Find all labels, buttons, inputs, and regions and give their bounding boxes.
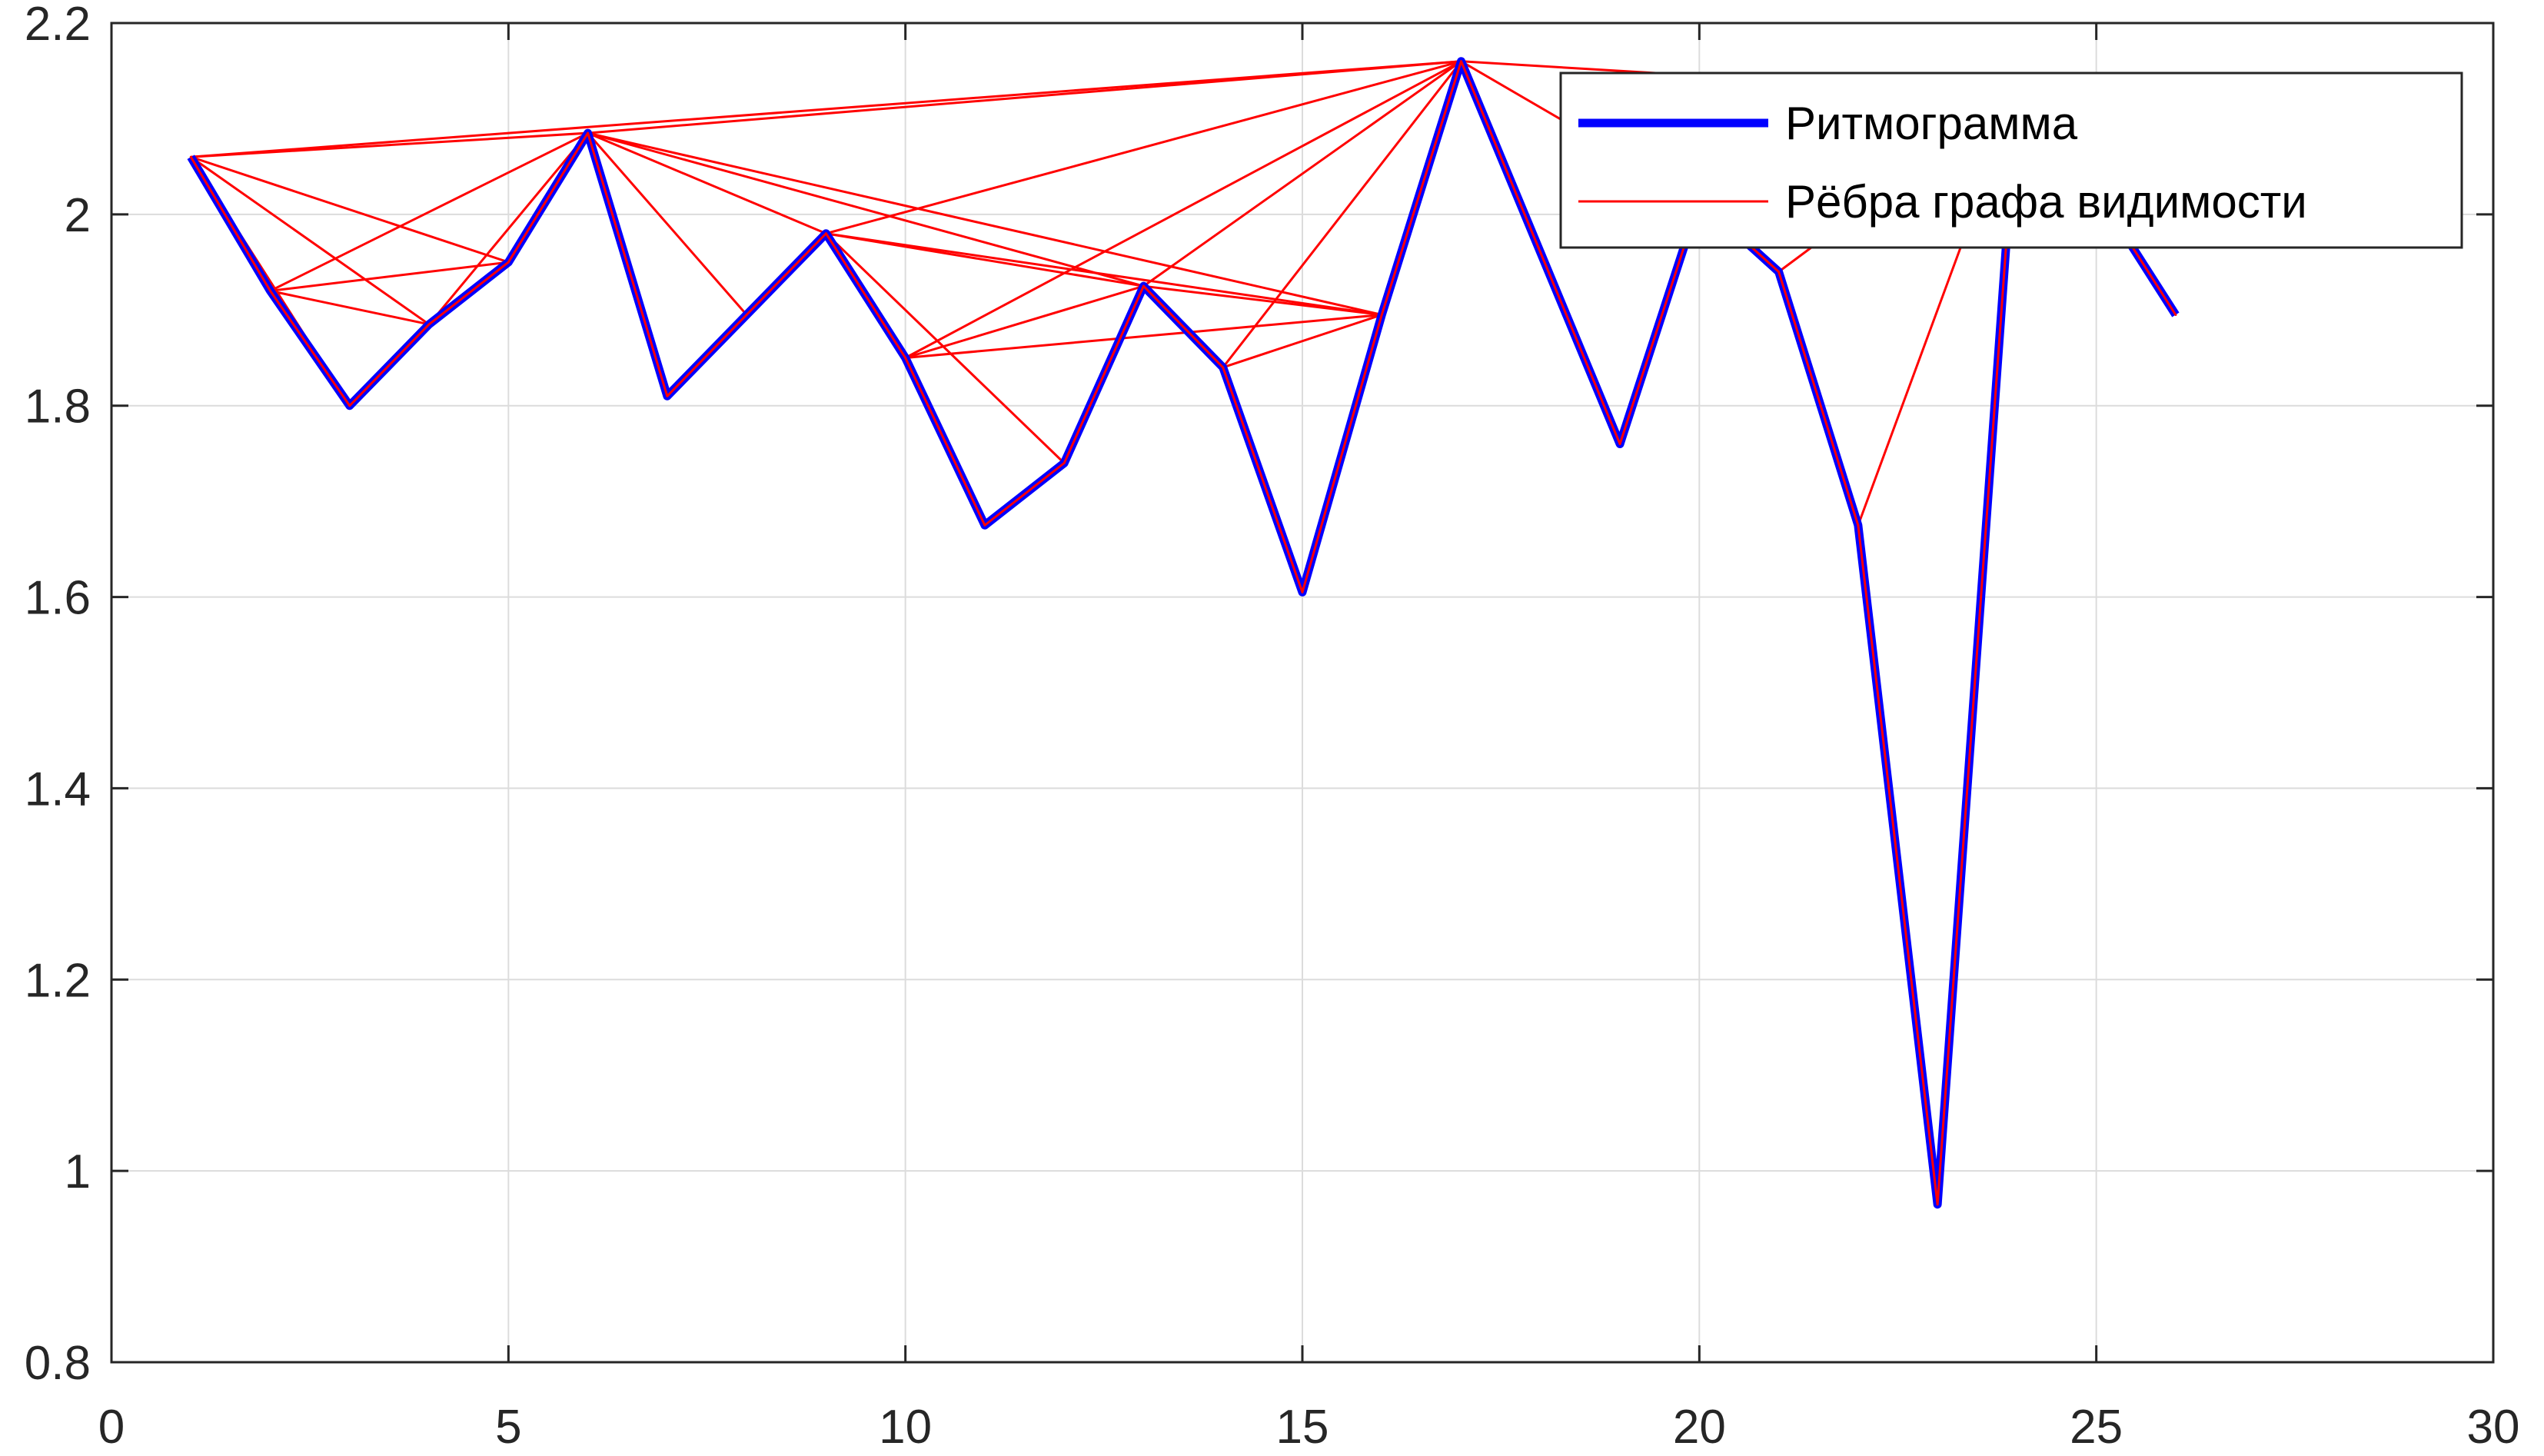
- data-point-14: [1222, 366, 1225, 369]
- edge-2-6: [269, 131, 589, 292]
- edge-9-16: [826, 232, 1382, 316]
- data-point-17: [1460, 60, 1463, 63]
- data-point-12: [1062, 461, 1066, 464]
- y-tick-label: 1: [65, 1145, 91, 1198]
- x-tick-label: 15: [1276, 1401, 1329, 1454]
- data-point-19: [1618, 442, 1621, 445]
- edge-9-12: [825, 232, 1066, 464]
- data-point-7: [666, 394, 669, 397]
- edge-10-17: [904, 60, 1462, 359]
- y-tick-label: 2: [65, 189, 91, 242]
- data-point-3: [348, 404, 351, 407]
- data-point-21: [1777, 271, 1781, 274]
- edge-4-6: [427, 132, 589, 325]
- data-point-10: [904, 357, 907, 359]
- edge-6-17: [587, 60, 1462, 135]
- data-point-1: [189, 155, 192, 158]
- data-point-23: [1936, 1203, 1939, 1206]
- x-axis-ticks: 0 5 10 15 20 25 30: [98, 23, 2520, 1454]
- edge-6-9: [587, 131, 826, 235]
- x-tick-label: 30: [2467, 1401, 2520, 1454]
- x-tick-label: 25: [2070, 1401, 2123, 1454]
- edge-1-5: [190, 155, 509, 264]
- y-tick-label: 1.6: [25, 572, 91, 625]
- data-point-18: [1539, 251, 1542, 254]
- series-edge-overlay: [189, 60, 2177, 1206]
- edge-14-16: [1222, 314, 1382, 369]
- data-point-13: [1142, 284, 1145, 288]
- legend-label-rhythmogram: Ритмограмма: [1785, 98, 2078, 149]
- edge-13-16: [1143, 284, 1382, 316]
- edge-10-16: [905, 314, 1382, 359]
- data-point-2: [269, 289, 272, 292]
- data-point-5: [507, 261, 510, 264]
- edge-2-5: [270, 261, 509, 292]
- x-tick-label: 10: [879, 1401, 932, 1454]
- x-tick-label: 5: [495, 1401, 521, 1454]
- data-point-6: [587, 131, 590, 135]
- legend-box: [1559, 71, 2463, 249]
- y-tick-label: 0.8: [25, 1337, 91, 1390]
- data-point-4: [427, 323, 431, 326]
- data-point-8: [745, 314, 748, 317]
- legend: Ритмограмма Рёбра графа видимости: [1559, 71, 2463, 249]
- edge-13-17: [1142, 60, 1462, 288]
- edge-6-13: [587, 131, 1144, 288]
- edge-1-4: [190, 155, 430, 326]
- edge-2-4: [270, 289, 430, 326]
- edge-1-17: [191, 60, 1462, 158]
- legend-label-visibility-edges: Рёбра графа видимости: [1785, 176, 2307, 228]
- data-point-22: [1857, 524, 1860, 527]
- data-point-11: [983, 524, 986, 527]
- y-tick-label: 1.2: [25, 954, 91, 1007]
- rhythmogram-series: [187, 57, 2180, 1209]
- edge-6-16: [587, 131, 1382, 316]
- x-tick-label: 0: [98, 1401, 125, 1454]
- y-axis-ticks: 0.8 1 1.2 1.4 1.6 1.8 2 2.2: [25, 0, 2493, 1390]
- data-point-15: [1301, 590, 1304, 593]
- y-tick-label: 1.8: [25, 381, 91, 434]
- edge-6-8: [587, 132, 748, 316]
- data-point-16: [1380, 314, 1383, 317]
- y-tick-label: 1.4: [25, 763, 91, 816]
- edge-10-13: [905, 284, 1144, 359]
- x-tick-label: 20: [1673, 1401, 1726, 1454]
- y-tick-label: 2.2: [25, 0, 91, 51]
- data-point-9: [824, 232, 827, 235]
- edge-9-17: [826, 60, 1462, 235]
- grid: [111, 23, 2493, 1362]
- edge-14-17: [1222, 60, 1462, 368]
- data-point-26: [2174, 314, 2177, 317]
